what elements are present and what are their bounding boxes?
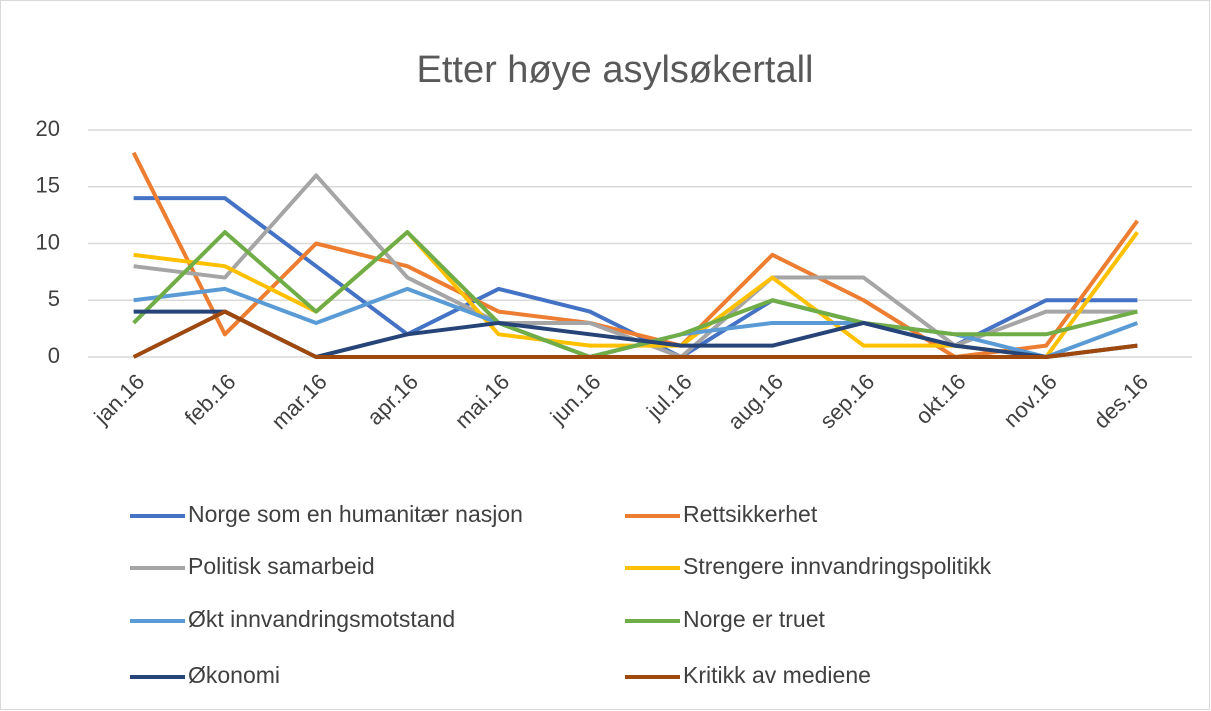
- y-tick-label: 0: [48, 343, 60, 368]
- legend-label: Rettsikkerhet: [683, 501, 818, 527]
- y-tick-label: 10: [36, 229, 60, 254]
- chart-title: Etter høye asylsøkertall: [417, 49, 814, 91]
- legend-label: Norge er truet: [683, 606, 826, 632]
- legend-label: Økt innvandringsmotstand: [188, 606, 455, 632]
- series-line: [132, 230, 1138, 359]
- legend-label: Norge som en humanitær nasjon: [188, 501, 523, 527]
- y-tick-label: 15: [36, 173, 60, 198]
- legend-label: Økonomi: [188, 662, 280, 688]
- y-tick-label: 5: [48, 286, 60, 311]
- legend-label: Strengere innvandringspolitikk: [683, 553, 992, 579]
- series-line: [132, 309, 1138, 359]
- legend-label: Kritikk av mediene: [683, 662, 871, 688]
- legend-label: Politisk samarbeid: [188, 553, 375, 579]
- y-tick-label: 20: [36, 116, 60, 141]
